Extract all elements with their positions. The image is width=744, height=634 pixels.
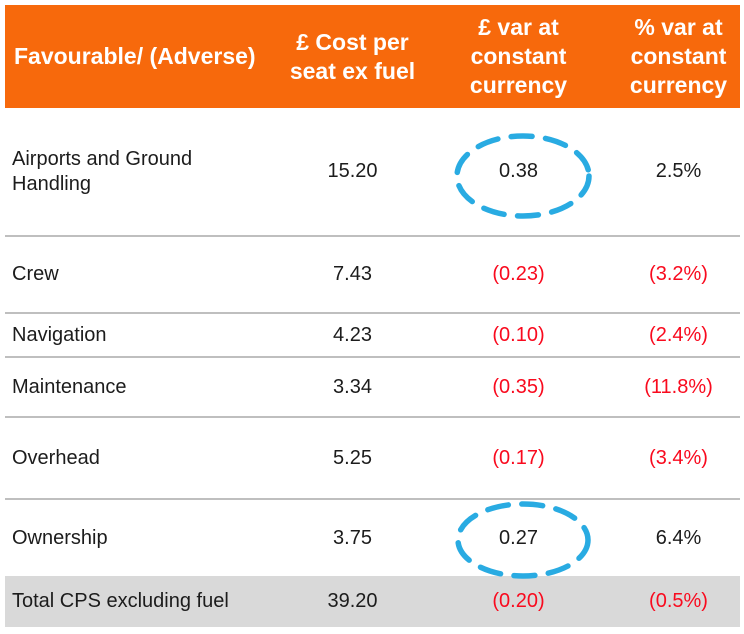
row-label-text: Navigation <box>12 323 107 346</box>
row-label-text: Overhead <box>12 446 100 469</box>
header-gbp-var: £ var at constant currency <box>469 14 568 98</box>
header-pct-var: % var at constant currency <box>629 14 728 98</box>
row-label: Maintenance <box>5 375 285 400</box>
row-label-text: Maintenance <box>12 375 127 398</box>
gbp-var-value: 0.38 <box>499 160 538 182</box>
pct-var-value: 2.5% <box>655 160 702 182</box>
table-row-crew: Crew 7.43 (0.23) (3.2%) <box>5 237 740 314</box>
row-label: Crew <box>5 262 285 287</box>
table-row-navigation: Navigation 4.23 (0.10) (2.4%) <box>5 314 740 358</box>
pct-var-value: (3.4%) <box>649 446 708 469</box>
gbp-var-value: 0.27 <box>499 526 538 549</box>
row-label: Overhead <box>5 446 285 471</box>
row-label-text: Ownership <box>12 526 108 549</box>
table-header-row: Favourable/ (Adverse) £ Cost per seat ex… <box>5 5 740 108</box>
gbp-var-value: (0.10) <box>492 323 545 346</box>
row-label-text: Total CPS excluding fuel <box>12 590 229 612</box>
pct-var-value: (2.4%) <box>649 323 708 346</box>
cost-value: 7.43 <box>333 263 372 285</box>
cost-value: 4.23 <box>333 323 372 346</box>
table-row-overhead: Overhead 5.25 (0.17) (3.4%) <box>5 418 740 500</box>
row-label-text: Crew <box>12 263 59 285</box>
row-label: Total CPS excluding fuel <box>5 589 285 614</box>
row-label-text: Airports and Ground Handling <box>12 147 193 195</box>
gbp-var-value: (0.23) <box>492 263 545 285</box>
cost-value: 3.34 <box>333 375 372 398</box>
pct-var-value: (0.5%) <box>649 590 708 612</box>
header-favourable-adverse: Favourable/ (Adverse) <box>14 43 256 69</box>
header-cost-per-seat: £ Cost per seat ex fuel <box>289 28 416 84</box>
gbp-var-value: (0.17) <box>492 446 545 469</box>
table-row-ownership: Ownership 3.75 0.27 6.4% <box>5 500 740 576</box>
gbp-var-value: (0.35) <box>492 375 545 398</box>
row-label: Airports and Ground Handling <box>5 147 285 197</box>
table-row-total: Total CPS excluding fuel 39.20 (0.20) (0… <box>5 576 740 627</box>
cost-value: 39.20 <box>327 590 378 612</box>
pct-var-value: (11.8%) <box>644 375 713 398</box>
pct-var-value: (3.2%) <box>649 263 708 285</box>
pct-var-value: 6.4% <box>655 526 702 549</box>
cost-value: 3.75 <box>333 526 372 549</box>
table-row-airports: Airports and Ground Handling 15.20 0.38 … <box>5 108 740 237</box>
row-label: Ownership <box>5 526 285 551</box>
table-row-maintenance: Maintenance 3.34 (0.35) (11.8%) <box>5 358 740 418</box>
gbp-var-value: (0.20) <box>492 590 545 612</box>
row-label: Navigation <box>5 323 285 348</box>
cost-value: 5.25 <box>333 446 372 469</box>
cost-value: 15.20 <box>327 160 378 182</box>
